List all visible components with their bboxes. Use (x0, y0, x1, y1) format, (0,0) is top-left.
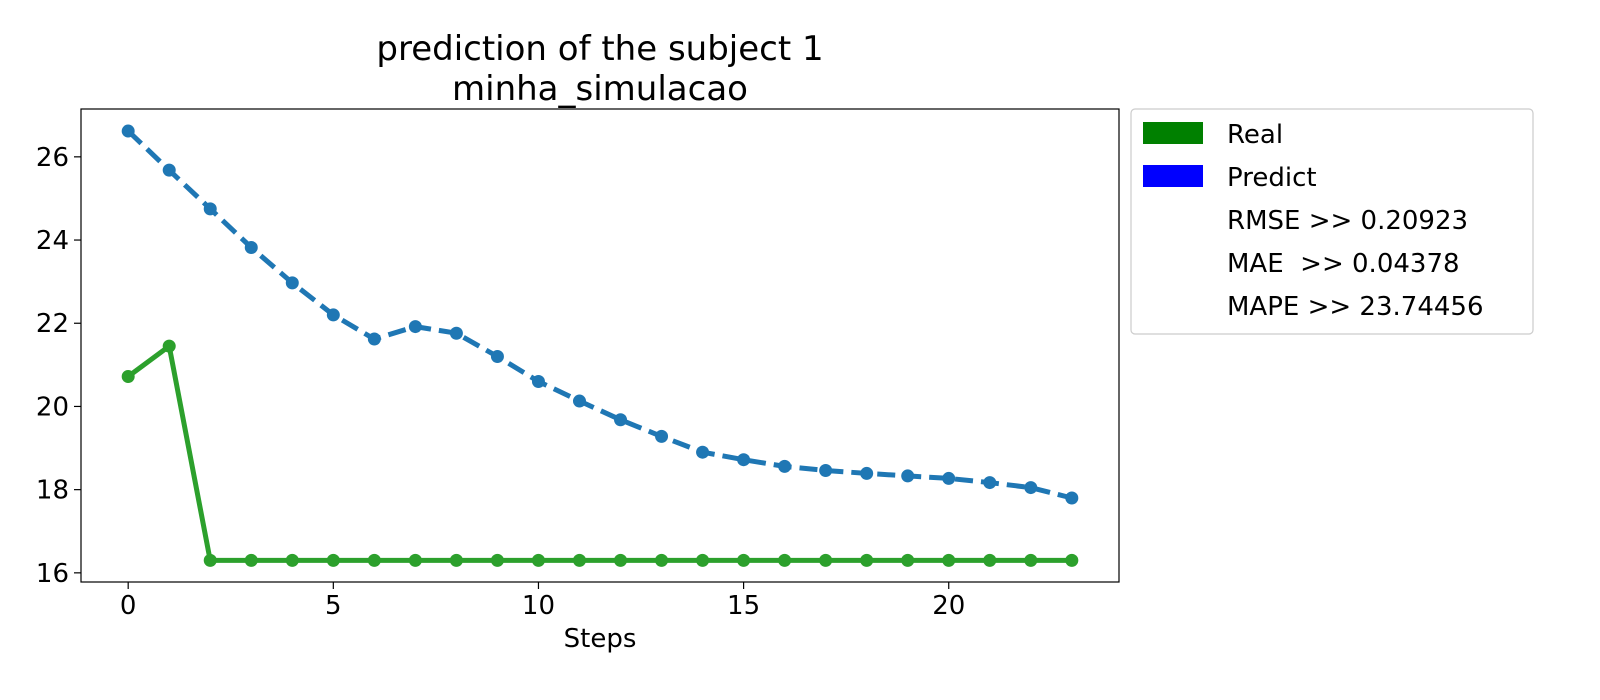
legend-mae: MAE >> 0.04378 (1227, 249, 1460, 279)
data-point-predict (326, 308, 340, 322)
x-tick-label: 5 (325, 591, 342, 621)
data-point-predict (572, 394, 586, 408)
x-tick-label: 15 (727, 591, 760, 621)
legend-swatch-predict (1143, 165, 1203, 187)
y-tick-label: 16 (36, 559, 69, 589)
y-tick-label: 24 (36, 226, 69, 256)
x-axis: 0 5 10 15 20 (120, 582, 965, 621)
legend: Real Predict RMSE >> 0.20923 MAE >> 0.04… (1130, 108, 1534, 335)
data-point-real (819, 553, 833, 567)
x-tick-label: 20 (932, 591, 965, 621)
data-point-real (983, 553, 997, 567)
y-tick-label: 20 (36, 392, 69, 422)
data-point-predict (778, 459, 792, 473)
data-point-predict (121, 124, 135, 138)
legend-box (1130, 108, 1534, 335)
data-point-predict (531, 374, 545, 388)
data-point-predict (449, 326, 463, 340)
data-point-real (490, 553, 504, 567)
y-tick-label: 22 (36, 309, 69, 339)
x-tick-label: 10 (522, 591, 555, 621)
data-point-predict (614, 413, 628, 427)
data-point-real (408, 553, 422, 567)
data-point-predict (1024, 481, 1038, 495)
data-point-predict (819, 464, 833, 478)
data-point-real (778, 553, 792, 567)
data-point-predict (655, 429, 669, 443)
x-tick-label: 0 (120, 591, 137, 621)
y-tick-label: 18 (36, 476, 69, 506)
legend-label-predict: Predict (1227, 163, 1317, 193)
x-axis-label: Steps (564, 624, 637, 654)
series-line-real (126, 343, 1072, 563)
chart-title: prediction of the subject 1 (376, 29, 823, 69)
data-point-predict (162, 163, 176, 177)
legend-rmse: RMSE >> 0.20923 (1227, 206, 1468, 236)
data-point-real (203, 553, 217, 567)
series-layer (121, 124, 1079, 567)
chart-subtitle: minha_simulacao (452, 69, 748, 109)
data-point-predict (1065, 491, 1079, 505)
data-point-predict (203, 202, 217, 216)
data-point-real (942, 553, 956, 567)
data-point-real (901, 553, 915, 567)
data-point-predict (367, 332, 381, 346)
data-point-predict (942, 471, 956, 485)
data-point-real (614, 553, 628, 567)
legend-label-real: Real (1227, 120, 1283, 150)
data-point-real (326, 553, 340, 567)
data-point-real (285, 553, 299, 567)
data-point-real (1024, 553, 1038, 567)
data-point-predict (490, 350, 504, 364)
data-point-real (121, 369, 135, 383)
data-point-real (655, 553, 669, 567)
data-point-real (531, 553, 545, 567)
data-point-real (696, 553, 710, 567)
data-point-predict (244, 241, 258, 255)
data-point-real (367, 553, 381, 567)
data-point-real (1065, 553, 1079, 567)
data-point-predict (901, 469, 915, 483)
y-axis: 16 18 20 22 24 26 (36, 143, 81, 589)
data-point-predict (737, 453, 751, 467)
data-point-predict (696, 445, 710, 459)
legend-mape: MAPE >> 23.74456 (1227, 292, 1483, 322)
data-point-real (162, 339, 176, 353)
data-point-real (860, 553, 874, 567)
data-point-real (737, 553, 751, 567)
data-point-predict (408, 320, 422, 334)
series-line-predict (126, 129, 1073, 501)
data-point-predict (285, 276, 299, 290)
data-point-real (449, 553, 463, 567)
data-point-real (572, 553, 586, 567)
plot-frame (80, 108, 1120, 583)
y-tick-label: 26 (36, 143, 69, 173)
data-point-real (244, 553, 258, 567)
data-point-predict (983, 476, 997, 490)
data-point-predict (860, 466, 874, 480)
legend-swatch-real (1143, 122, 1203, 144)
